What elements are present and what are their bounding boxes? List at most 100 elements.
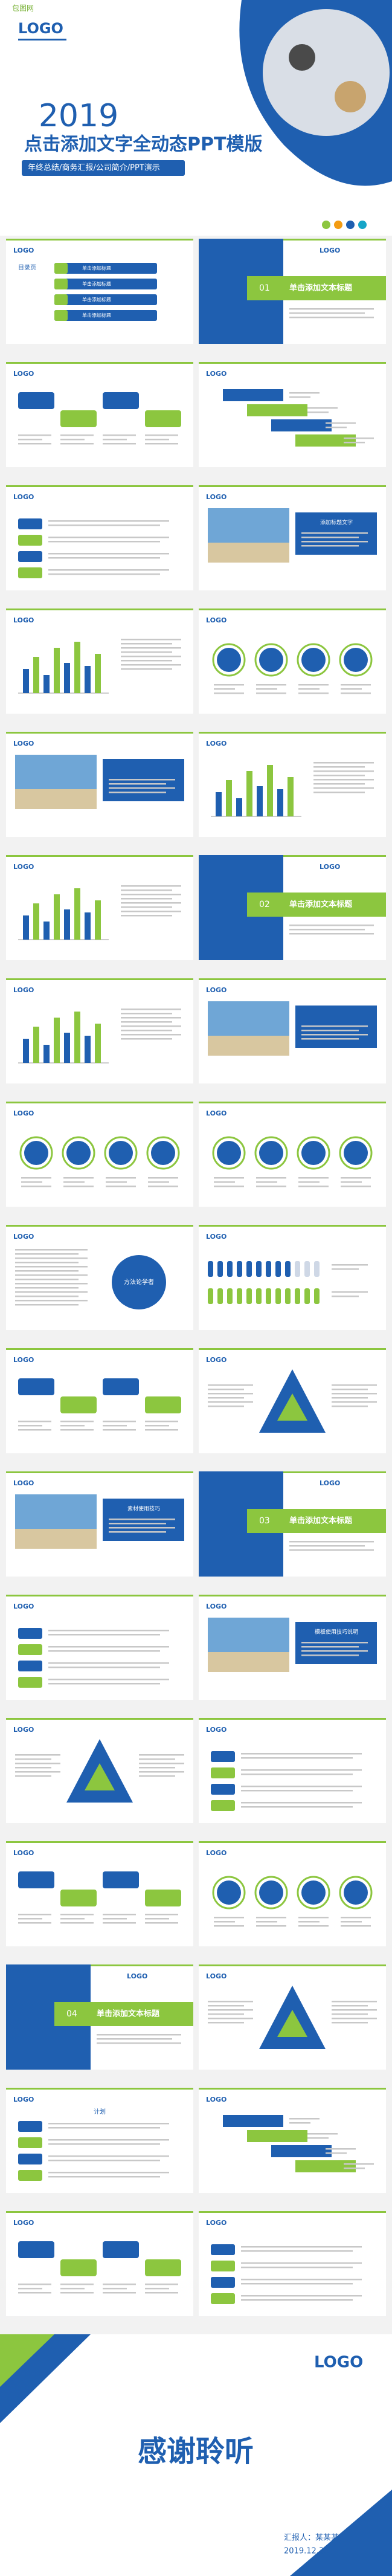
text-line xyxy=(332,2001,377,2003)
person xyxy=(217,1261,223,1277)
slide-top-line xyxy=(199,1102,386,1103)
text-line xyxy=(341,1181,362,1183)
slide-logo: LOGO xyxy=(206,1109,227,1117)
text-line xyxy=(139,1771,184,1773)
person xyxy=(266,1261,271,1277)
slide-top-line xyxy=(199,732,386,734)
slide-top-line xyxy=(6,1841,193,1843)
ring xyxy=(104,1136,138,1170)
text-line xyxy=(313,787,374,789)
deco-bar xyxy=(74,888,80,940)
slide-title: 方法论学者 xyxy=(124,1278,154,1286)
text-line xyxy=(256,1917,286,1919)
text-line xyxy=(60,1425,85,1427)
text-line xyxy=(145,443,178,445)
text-line xyxy=(60,1914,94,1916)
person xyxy=(237,1288,242,1304)
text-line xyxy=(298,688,320,690)
text-line xyxy=(301,541,368,543)
slide-top-line xyxy=(6,1348,193,1350)
step xyxy=(103,1378,139,1395)
text-line xyxy=(97,2038,172,2040)
deco-bar xyxy=(95,1024,101,1063)
toc-num xyxy=(54,263,68,274)
text-line xyxy=(241,1802,362,1804)
deco-bar xyxy=(33,657,39,693)
text-line xyxy=(301,1642,368,1644)
slide-top-line xyxy=(6,608,193,610)
text-line xyxy=(313,783,365,785)
slide-logo: LOGO xyxy=(13,1109,34,1117)
slide-logo: LOGO xyxy=(206,1726,227,1734)
text-line xyxy=(332,2018,377,2019)
text-line xyxy=(18,2292,51,2294)
step xyxy=(103,392,139,409)
deco-bar xyxy=(246,771,252,816)
text-line xyxy=(15,1304,79,1306)
slide-top-line xyxy=(199,239,386,240)
step xyxy=(145,1890,181,1906)
section-title: 单击添加文本标题 xyxy=(97,2009,160,2019)
text-line xyxy=(301,545,359,547)
photo-detail xyxy=(208,1652,289,1672)
ending-title: 感谢聆听 xyxy=(138,2435,254,2468)
list-marker xyxy=(18,551,42,562)
text-line xyxy=(121,902,181,904)
ending-shape xyxy=(0,2334,54,2387)
text-line xyxy=(208,2018,253,2019)
deco-bar xyxy=(236,798,242,816)
date: 2019.12.31 xyxy=(284,2547,329,2556)
text-line xyxy=(121,651,172,653)
slide-logo: LOGO xyxy=(320,1479,340,1487)
deco-bar xyxy=(54,1018,60,1063)
text-line xyxy=(18,1914,51,1916)
text-line xyxy=(97,2042,181,2044)
text-line xyxy=(332,2022,368,2024)
text-line xyxy=(15,1771,60,1773)
text-line xyxy=(289,2118,320,2120)
text-line xyxy=(48,525,160,526)
circle xyxy=(344,1141,368,1165)
ending-logo: LOGO xyxy=(314,2354,363,2372)
slide-top-line xyxy=(199,608,386,610)
text-line xyxy=(332,1291,368,1293)
slide-top-line xyxy=(199,1225,386,1227)
text-line xyxy=(145,2284,178,2285)
text-line xyxy=(214,1925,244,1927)
slide-title: 目录页 xyxy=(18,264,36,271)
slide-top-line xyxy=(199,2211,386,2213)
ring xyxy=(146,1136,180,1170)
slide xyxy=(6,239,193,344)
cover-photo xyxy=(263,9,390,136)
text-line xyxy=(121,1009,181,1010)
text-line xyxy=(341,1177,371,1179)
slide-logo: LOGO xyxy=(13,1603,34,1610)
text-line xyxy=(109,1523,166,1525)
list-marker xyxy=(211,2277,235,2288)
slide-logo: LOGO xyxy=(13,1356,34,1364)
slide-logo: LOGO xyxy=(206,1356,227,1364)
person xyxy=(314,1261,320,1277)
text-line xyxy=(48,2123,169,2125)
list-marker xyxy=(211,1784,235,1795)
text-line xyxy=(289,933,374,935)
circle xyxy=(259,1141,283,1165)
step xyxy=(145,2259,181,2276)
step xyxy=(18,392,54,409)
stair xyxy=(223,389,283,401)
text-line xyxy=(341,688,362,690)
text-line xyxy=(241,2295,362,2297)
text-line xyxy=(145,439,169,441)
ending-slide xyxy=(0,2334,392,2576)
text-line xyxy=(15,1763,60,1764)
person xyxy=(285,1288,291,1304)
text-line xyxy=(332,2013,368,2015)
text-line xyxy=(48,1662,169,1664)
text-line xyxy=(48,2176,160,2178)
deco-bar xyxy=(33,903,39,940)
text-line xyxy=(48,2160,160,2161)
text-line xyxy=(313,792,365,793)
text-line xyxy=(208,2013,244,2015)
text-line xyxy=(121,1038,172,1040)
text-line xyxy=(341,1186,371,1187)
